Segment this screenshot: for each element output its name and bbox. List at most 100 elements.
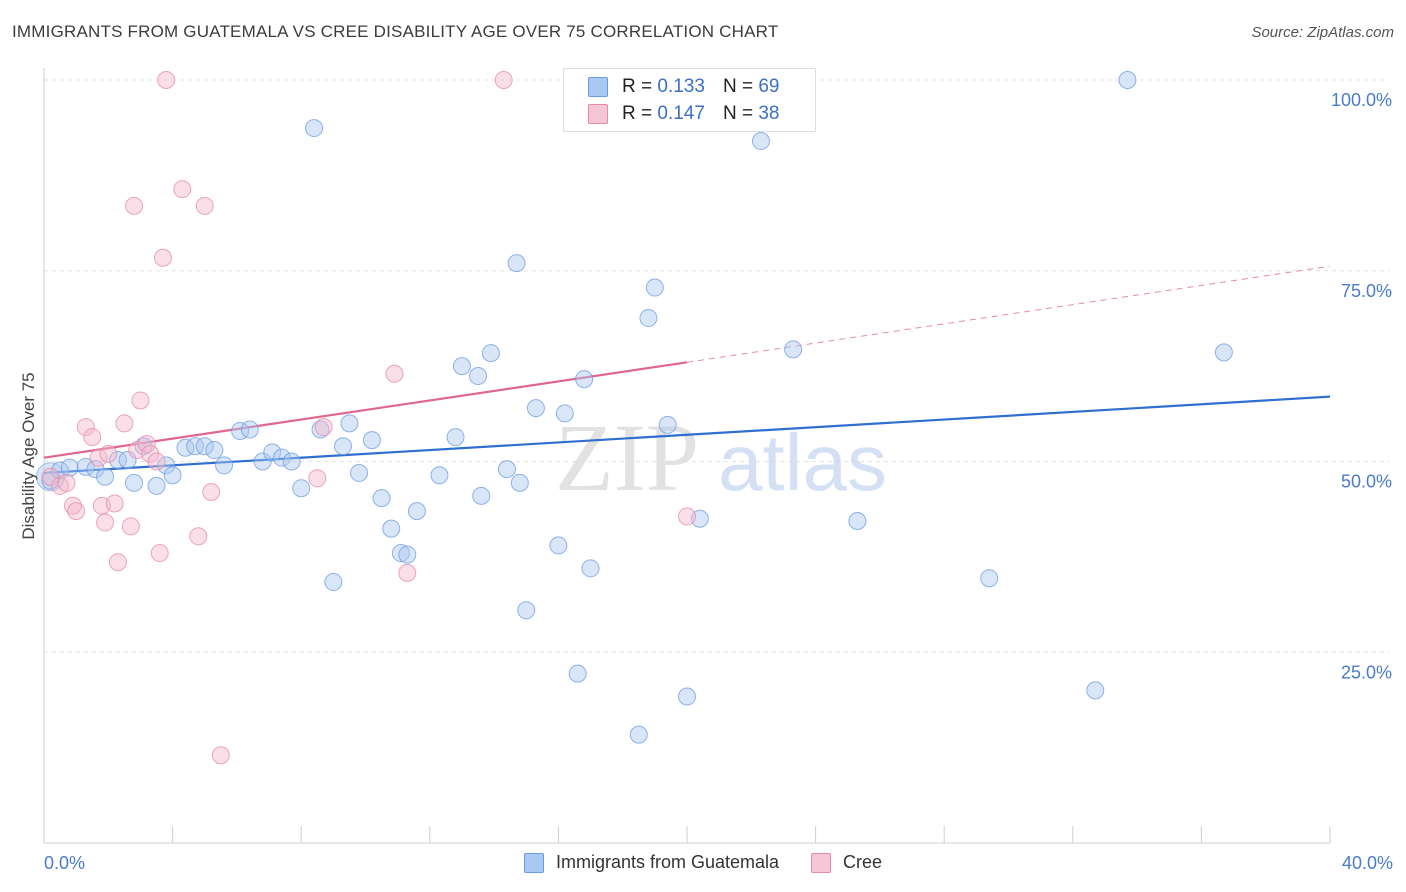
- data-point-cree: [141, 444, 160, 463]
- y-tick-label: 50.0%: [1341, 472, 1392, 492]
- series-legend: Immigrants from Guatemala Cree: [0, 852, 1406, 873]
- data-point-guatemala: [481, 344, 500, 363]
- data-point-guatemala: [282, 452, 301, 471]
- legend-row-guatemala: R = 0.133 N = 69: [588, 76, 779, 98]
- watermark-atlas: atlas: [718, 418, 887, 507]
- legend-r-label: R =: [622, 103, 653, 124]
- data-point-guatemala: [391, 544, 410, 563]
- data-point-guatemala: [1214, 343, 1233, 362]
- legend-swatch-cree: [588, 104, 608, 124]
- data-point-guatemala: [96, 467, 115, 486]
- data-point-guatemala: [86, 460, 105, 479]
- data-point-cree: [494, 71, 513, 89]
- data-point-guatemala: [147, 476, 166, 495]
- data-point-guatemala: [575, 370, 594, 389]
- data-point-guatemala: [751, 132, 770, 151]
- data-point-guatemala: [272, 448, 291, 467]
- data-point-guatemala: [195, 437, 214, 456]
- data-point-cree: [398, 563, 417, 582]
- data-point-guatemala: [333, 437, 352, 456]
- data-point-cree: [678, 507, 696, 526]
- y-axis-title: Disability Age Over 75: [19, 372, 38, 539]
- series-name-cree: Cree: [843, 852, 883, 872]
- data-point-guatemala: [549, 536, 568, 555]
- series-swatch-guatemala: [523, 852, 544, 873]
- data-point-cree: [83, 428, 102, 447]
- data-point-guatemala: [784, 340, 803, 359]
- data-point-cree: [211, 746, 230, 765]
- data-point-guatemala: [350, 463, 369, 482]
- data-point-guatemala: [362, 431, 381, 450]
- legend-r-value-guatemala: 0.133: [657, 76, 705, 97]
- legend-r-value-cree: 0.147: [657, 103, 705, 124]
- data-point-guatemala: [35, 462, 65, 492]
- data-point-guatemala: [645, 278, 664, 297]
- correlation-legend: R = 0.133 N = 69 R = 0.147 N = 38: [563, 68, 816, 132]
- data-point-cree: [96, 513, 115, 532]
- data-point-cree: [189, 527, 208, 546]
- data-point-cree: [63, 496, 82, 515]
- data-point-guatemala: [398, 545, 417, 564]
- data-point-guatemala: [639, 309, 658, 328]
- data-point-guatemala: [163, 466, 182, 485]
- data-point-guatemala: [253, 452, 272, 471]
- data-point-guatemala: [240, 420, 259, 439]
- data-point-guatemala: [581, 559, 600, 578]
- data-point-cree: [108, 553, 127, 572]
- data-point-guatemala: [555, 404, 574, 423]
- data-point-cree: [137, 434, 156, 453]
- legend-r-label: R =: [622, 76, 653, 97]
- data-point-cree: [76, 418, 95, 437]
- data-point-guatemala: [469, 367, 488, 386]
- data-point-cree: [202, 483, 221, 502]
- data-point-guatemala: [41, 471, 60, 490]
- data-point-guatemala: [1118, 71, 1137, 89]
- data-point-guatemala: [305, 119, 324, 138]
- legend-n-label: N =: [722, 76, 754, 97]
- data-point-guatemala: [497, 460, 516, 479]
- data-point-cree: [41, 467, 60, 486]
- data-point-cree: [121, 517, 140, 536]
- chart-title: IMMIGRANTS FROM GUATEMALA VS CREE DISABI…: [12, 22, 779, 41]
- data-point-guatemala: [510, 473, 529, 492]
- data-point-cree: [131, 391, 150, 410]
- data-point-cree: [57, 473, 76, 492]
- data-point-guatemala: [629, 725, 648, 744]
- data-point-guatemala: [1086, 681, 1105, 700]
- data-point-cree: [153, 248, 172, 267]
- trend-line-guatemala: [43, 395, 1331, 475]
- data-point-guatemala: [324, 573, 343, 592]
- data-point-guatemala: [108, 450, 127, 469]
- tick-labels: 25.0% 50.0% 75.0% 100.0% 0.0% 40.0%: [44, 90, 1393, 873]
- y-tick-label: 25.0%: [1341, 662, 1392, 682]
- data-point-guatemala: [125, 473, 144, 492]
- data-point-guatemala: [452, 357, 471, 376]
- data-point-guatemala: [60, 458, 79, 477]
- legend-row-cree: R = 0.147 N = 38: [588, 103, 779, 125]
- legend-n-value-cree: 38: [758, 103, 780, 124]
- data-points: [35, 71, 1233, 765]
- data-point-guatemala: [517, 601, 536, 620]
- data-point-cree: [125, 196, 144, 215]
- data-point-cree: [173, 180, 192, 199]
- data-point-cree: [308, 469, 327, 488]
- data-point-cree: [157, 71, 176, 89]
- data-point-guatemala: [526, 399, 545, 418]
- data-point-guatemala: [848, 512, 867, 531]
- data-point-cree: [195, 196, 214, 215]
- data-point-guatemala: [157, 456, 176, 475]
- series-swatch-cree: [811, 852, 832, 873]
- data-point-cree: [385, 364, 404, 383]
- data-point-guatemala: [507, 254, 526, 273]
- watermark-zip: ZIP: [555, 404, 699, 511]
- data-point-guatemala: [658, 415, 677, 434]
- data-point-guatemala: [382, 519, 401, 538]
- data-point-guatemala: [176, 438, 195, 457]
- data-point-guatemala: [231, 421, 250, 440]
- data-point-cree: [147, 452, 166, 471]
- data-point-cree: [115, 414, 134, 433]
- data-point-cree: [105, 494, 124, 513]
- data-point-guatemala: [215, 456, 234, 475]
- data-point-guatemala: [446, 428, 465, 447]
